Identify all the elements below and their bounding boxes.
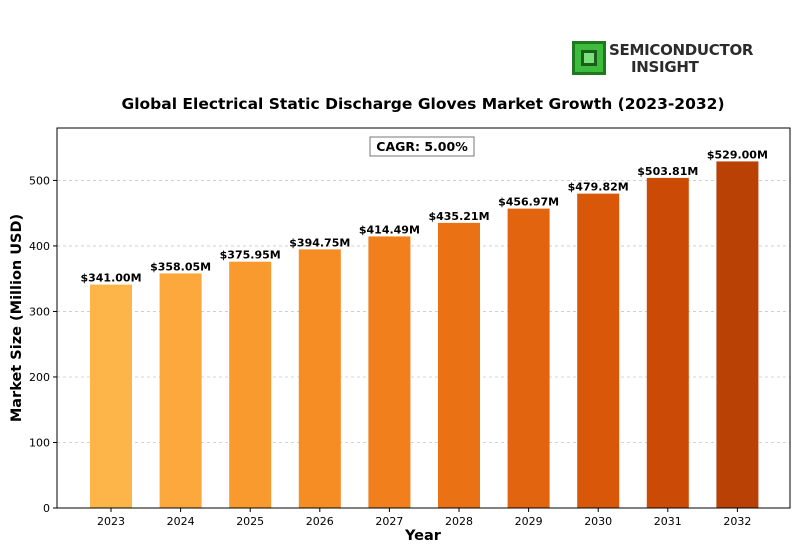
x-tick-label: 2031 <box>654 515 682 528</box>
x-axis-ticks: 2023 2024 2025 2026 2027 2028 2029 2030 2031 2032 <box>97 508 751 528</box>
bar-value-label: $375.95M <box>220 249 281 262</box>
x-tick-label: 2028 <box>445 515 473 528</box>
bar <box>298 249 341 508</box>
x-tick-label: 2025 <box>236 515 264 528</box>
chart-title: Global Electrical Static Discharge Glove… <box>121 95 724 113</box>
bar-value-label: $414.49M <box>359 223 420 236</box>
bar <box>368 236 411 508</box>
semiconductor-insight-logo: SEMICONDUCTOR INSIGHT <box>572 41 754 76</box>
bar <box>716 161 759 508</box>
y-tick-label: 0 <box>43 502 50 515</box>
cagr-annotation: CAGR: 5.00% <box>369 136 475 157</box>
x-axis-label: Year <box>404 528 442 544</box>
bar-value-label: $456.97M <box>498 196 559 209</box>
bar <box>438 222 480 508</box>
bar-value-label: $503.81M <box>637 165 698 178</box>
bars <box>90 161 759 508</box>
x-tick-label: 2023 <box>97 515 125 528</box>
bar-value-label: $435.21M <box>428 210 489 223</box>
plot-frame <box>56 127 791 509</box>
x-tick-label: 2026 <box>306 515 334 528</box>
chip-icon <box>572 41 606 75</box>
bar <box>229 261 272 508</box>
bar-value-label: $341.00M <box>80 272 141 285</box>
x-tick-label: 2029 <box>515 515 543 528</box>
y-axis-ticks: 0 100 200 300 400 500 <box>29 174 57 515</box>
x-tick-label: 2030 <box>584 515 612 528</box>
y-axis-label: Market Size (Million USD) <box>9 214 25 422</box>
cagr-box <box>369 136 475 157</box>
y-tick-label: 300 <box>29 305 50 318</box>
logo-line1: SEMICONDUCTOR <box>609 41 754 59</box>
bar <box>159 273 202 508</box>
bar-value-label: $358.05M <box>150 260 211 273</box>
x-tick-label: 2024 <box>167 515 195 528</box>
bar <box>646 177 689 508</box>
bar-value-label: $479.82M <box>568 181 629 194</box>
x-tick-label: 2032 <box>723 515 751 528</box>
y-tick-label: 200 <box>29 371 50 384</box>
bar <box>90 284 132 508</box>
logo-line2: INSIGHT <box>631 58 700 76</box>
y-tick-label: 400 <box>29 240 50 253</box>
cagr-text: CAGR: 5.00% <box>376 139 468 154</box>
bar <box>577 193 620 508</box>
x-tick-label: 2027 <box>375 515 403 528</box>
bar-labels: $341.00M $358.05M $375.95M $394.75M $414.49M… <box>80 148 767 284</box>
y-tick-label: 100 <box>29 436 50 449</box>
y-tick-label: 500 <box>29 174 50 187</box>
bar <box>507 208 550 508</box>
bar-value-label: $529.00M <box>707 148 768 161</box>
bar-value-label: $394.75M <box>289 236 350 249</box>
